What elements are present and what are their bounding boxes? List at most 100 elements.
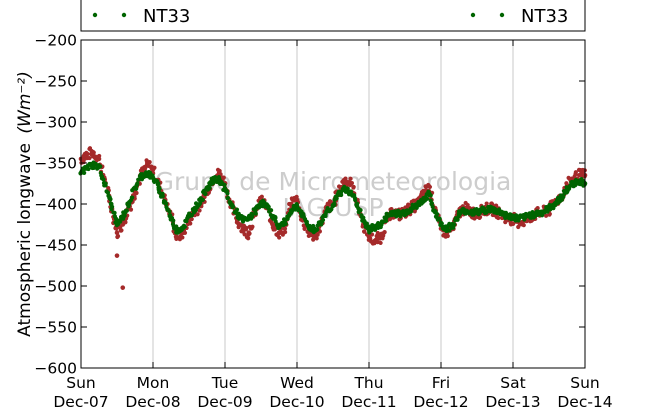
data-point [461, 207, 466, 212]
data-point [561, 194, 566, 199]
data-point [283, 221, 288, 227]
data-point [343, 176, 348, 181]
data-point [134, 186, 139, 191]
data-point [119, 228, 124, 233]
x-tick-label-day: Sun [66, 374, 96, 392]
data-point [364, 221, 369, 226]
data-point [315, 232, 320, 237]
y-tick-label: −400 [34, 196, 77, 214]
x-tick-label-day: Thu [353, 374, 383, 392]
data-point [164, 201, 169, 206]
data-point [516, 218, 521, 223]
data-point [216, 175, 221, 180]
data-point [455, 217, 460, 222]
data-point [242, 232, 247, 237]
data-point [160, 194, 165, 199]
x-tick-label-date: Dec-13 [485, 393, 540, 409]
data-point [112, 210, 117, 215]
data-point [128, 207, 134, 212]
ticks: −200−250−300−350−400−450−500−550−600SunD… [34, 32, 612, 409]
x-tick-label-day: Fri [432, 374, 450, 392]
data-point [269, 208, 274, 213]
x-tick-label-day: Sun [570, 374, 600, 392]
data-point [259, 194, 264, 199]
data-point [315, 227, 320, 232]
data-point [294, 194, 299, 199]
data-point [82, 170, 87, 175]
data-point [535, 206, 540, 211]
plot-area: Grupo de Micrometeorologia IAG/USP −200−… [34, 32, 612, 409]
data-point [221, 175, 226, 180]
data-point [225, 191, 230, 196]
x-tick-label-date: Dec-11 [341, 393, 396, 409]
data-point [445, 233, 450, 239]
data-point [157, 186, 162, 191]
legend-label-1: NT33 [143, 6, 190, 27]
y-axis-label-text: Atmospheric longwave [15, 143, 35, 337]
data-point [351, 184, 356, 190]
data-point [188, 221, 193, 226]
data-point [103, 183, 108, 188]
data-point [130, 195, 135, 200]
data-point [349, 181, 355, 186]
y-tick-label: −450 [34, 237, 77, 255]
data-point [123, 220, 128, 225]
data-point [434, 211, 440, 217]
gridlines [152, 40, 514, 368]
data-point [427, 184, 433, 190]
data-point [430, 204, 435, 209]
data-point [439, 221, 444, 226]
data-point [246, 236, 251, 241]
data-point [250, 212, 255, 217]
data-point [277, 235, 282, 240]
data-point [481, 206, 487, 211]
x-tick-label-day: Sat [500, 374, 525, 392]
data-point [91, 150, 96, 155]
data-point [314, 236, 319, 241]
data-point [283, 230, 288, 235]
data-point [294, 201, 299, 207]
y-axis-label: Atmospheric longwave (Wm⁻²) [15, 71, 35, 337]
y-axis-label-unit: (Wm⁻²) [15, 71, 35, 133]
data-point [101, 177, 106, 182]
data-point [323, 213, 328, 219]
x-tick-label-day: Mon [137, 374, 170, 392]
data-point [522, 217, 527, 222]
data-point [234, 207, 240, 212]
x-tick-label-date: Dec-09 [197, 393, 252, 409]
data-point [406, 202, 411, 207]
data-point [217, 168, 222, 174]
data-point [91, 165, 96, 171]
x-tick-label-date: Dec-08 [125, 393, 180, 409]
data-point [484, 201, 489, 206]
data-point [247, 231, 252, 236]
data-point [511, 221, 516, 226]
data-point [108, 197, 113, 202]
data-point [225, 195, 231, 200]
data-point [97, 153, 102, 159]
legend-marker-2b [499, 12, 505, 18]
y-tick-label: −200 [34, 32, 77, 50]
data-point [253, 211, 258, 216]
data-point [212, 175, 218, 180]
x-tick-label-day: Wed [280, 374, 314, 392]
data-point [122, 213, 127, 218]
data-point [118, 219, 123, 224]
data-point [270, 222, 275, 227]
data-point [311, 237, 316, 242]
data-point [231, 204, 236, 209]
data-point [387, 217, 393, 222]
data-point [452, 222, 457, 227]
data-point [320, 217, 326, 223]
data-point [115, 234, 121, 239]
data-point [266, 204, 271, 210]
data-point [87, 155, 92, 161]
data-point [496, 215, 501, 221]
data-point [362, 229, 367, 234]
data-point [152, 165, 157, 170]
legend: NT33 NT33 [80, 0, 586, 32]
data-point [361, 215, 366, 220]
data-point [180, 235, 185, 240]
data-point [543, 213, 549, 218]
